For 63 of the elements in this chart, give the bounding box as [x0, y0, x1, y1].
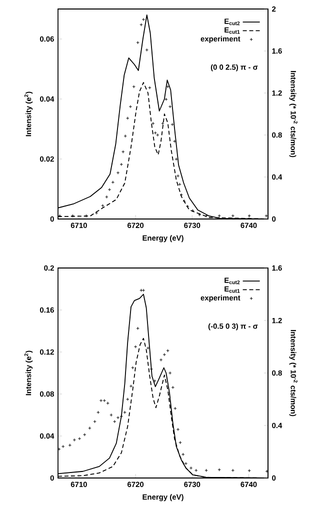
- point: [176, 174, 180, 178]
- point: [198, 213, 202, 216]
- point: [178, 440, 182, 444]
- point: [110, 413, 113, 417]
- point: [120, 414, 124, 418]
- point: [164, 98, 168, 101]
- point: [180, 193, 184, 196]
- point: [116, 416, 120, 420]
- point: [146, 346, 150, 350]
- point: [102, 398, 106, 402]
- point: [93, 420, 96, 424]
- point: [161, 122, 164, 126]
- point: [124, 134, 128, 138]
- point: [68, 444, 72, 447]
- point: [88, 426, 92, 430]
- point: [231, 214, 235, 218]
- point: [99, 398, 103, 402]
- point: [123, 410, 126, 414]
- point: [96, 410, 100, 414]
- point: [168, 105, 172, 108]
- point: [61, 444, 65, 448]
- point: [154, 131, 158, 135]
- point: [191, 208, 194, 212]
- point: [112, 420, 116, 424]
- point: [194, 468, 198, 472]
- point: [120, 162, 124, 166]
- point: [142, 288, 146, 292]
- point: [159, 358, 163, 362]
- point: [156, 133, 160, 137]
- point: [121, 150, 125, 154]
- point: [82, 433, 86, 436]
- point: [171, 386, 175, 390]
- point: [111, 180, 115, 184]
- point: [72, 438, 76, 442]
- point: [181, 452, 185, 456]
- point: [116, 171, 120, 174]
- point: [126, 116, 130, 120]
- point: [170, 122, 174, 126]
- point: [94, 211, 98, 215]
- point: [134, 345, 138, 348]
- point: [150, 367, 154, 371]
- point: [189, 466, 193, 470]
- point: [136, 326, 140, 330]
- point: [126, 398, 130, 401]
- point: [105, 195, 108, 199]
- point: [151, 122, 155, 126]
- point: [174, 406, 177, 410]
- point: [78, 436, 82, 440]
- point: [231, 468, 235, 472]
- point: [186, 204, 190, 208]
- point: [57, 447, 61, 451]
- point: [142, 18, 146, 22]
- point: [162, 352, 166, 356]
- point: [153, 379, 156, 383]
- point: [176, 428, 180, 432]
- point: [145, 48, 149, 52]
- point: [129, 384, 133, 388]
- point: [136, 40, 140, 44]
- point: [204, 468, 208, 472]
- point: [108, 188, 112, 192]
- point: [128, 105, 132, 108]
- point: [168, 371, 172, 375]
- point: [184, 462, 188, 466]
